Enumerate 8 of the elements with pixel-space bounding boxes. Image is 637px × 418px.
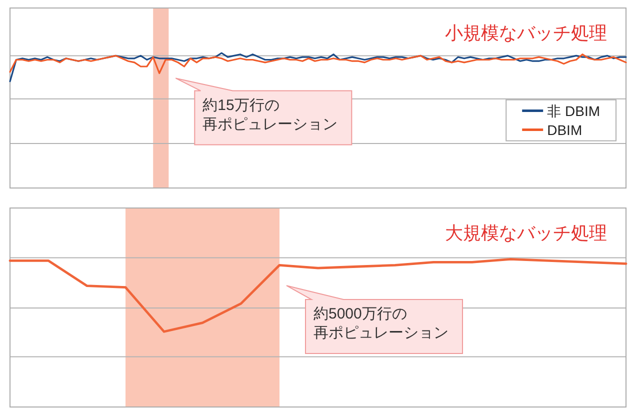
annotation: 再ポピュレーション	[202, 116, 338, 133]
annotation: 再ポピュレーション	[314, 324, 448, 342]
annotation: 約15万行の	[202, 96, 280, 114]
title: 小規模なバッチ処理	[445, 23, 607, 43]
legend-label: 非 DBIM	[547, 102, 600, 119]
title: 大規模なバッチ処理	[445, 223, 607, 243]
legend-label: DBIM	[547, 122, 582, 138]
annotation: 約5000万行の	[314, 306, 407, 323]
